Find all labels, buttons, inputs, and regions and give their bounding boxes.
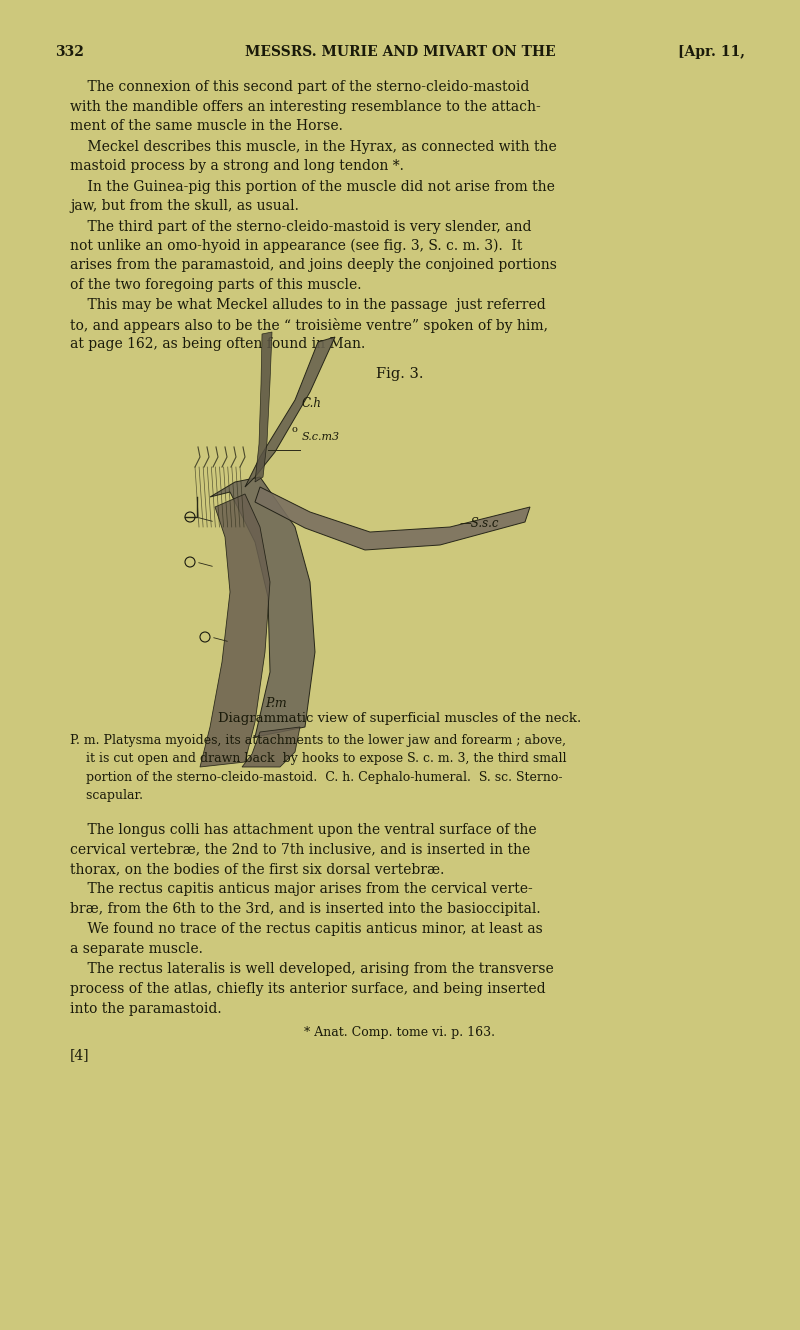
Text: not unlike an omo-hyoid in appearance (see fig. 3, S. c. m. 3).  It: not unlike an omo-hyoid in appearance (s…: [70, 239, 522, 254]
Polygon shape: [255, 487, 530, 551]
Text: [4]: [4]: [70, 1048, 90, 1061]
Text: P.m: P.m: [265, 697, 286, 710]
Polygon shape: [255, 332, 272, 481]
Text: P. m. Platysma myoides, its attachments to the lower jaw and forearm ; above,: P. m. Platysma myoides, its attachments …: [70, 734, 566, 747]
Text: arises from the paramastoid, and joins deeply the conjoined portions: arises from the paramastoid, and joins d…: [70, 258, 557, 273]
Text: Diagrammatic view of superficial muscles of the neck.: Diagrammatic view of superficial muscles…: [218, 712, 582, 725]
Text: Fig. 3.: Fig. 3.: [376, 367, 424, 380]
Text: The longus colli has attachment upon the ventral surface of the: The longus colli has attachment upon the…: [70, 823, 537, 837]
Text: a separate muscle.: a separate muscle.: [70, 942, 203, 956]
Text: of the two foregoing parts of this muscle.: of the two foregoing parts of this muscl…: [70, 278, 362, 293]
Text: The third part of the sterno-cleido-mastoid is very slender, and: The third part of the sterno-cleido-mast…: [70, 219, 531, 234]
Text: [Apr. 11,: [Apr. 11,: [678, 45, 745, 59]
Text: to, and appears also to be the “ troisième ventre” spoken of by him,: to, and appears also to be the “ troisiè…: [70, 318, 548, 332]
Text: process of the atlas, chiefly its anterior surface, and being inserted: process of the atlas, chiefly its anteri…: [70, 982, 546, 996]
Text: o: o: [292, 426, 298, 434]
Text: The connexion of this second part of the sterno-cleido-mastoid: The connexion of this second part of the…: [70, 80, 530, 94]
Text: mastoid process by a strong and long tendon *.: mastoid process by a strong and long ten…: [70, 160, 404, 173]
Text: Meckel describes this muscle, in the Hyrax, as connected with the: Meckel describes this muscle, in the Hyr…: [70, 140, 557, 153]
Text: In the Guinea-pig this portion of the muscle did not arise from the: In the Guinea-pig this portion of the mu…: [70, 180, 555, 193]
Text: ment of the same muscle in the Horse.: ment of the same muscle in the Horse.: [70, 118, 343, 133]
Text: * Anat. Comp. tome vi. p. 163.: * Anat. Comp. tome vi. p. 163.: [305, 1025, 495, 1039]
Text: thorax, on the bodies of the first six dorsal vertebræ.: thorax, on the bodies of the first six d…: [70, 862, 444, 876]
Text: cervical vertebræ, the 2nd to 7th inclusive, and is inserted in the: cervical vertebræ, the 2nd to 7th inclus…: [70, 842, 530, 857]
Text: portion of the sterno-cleido-mastoid.  C. h. Cephalo-humeral.  S. sc. Sterno-: portion of the sterno-cleido-mastoid. C.…: [70, 771, 562, 783]
Text: jaw, but from the skull, as usual.: jaw, but from the skull, as usual.: [70, 200, 299, 213]
Polygon shape: [210, 477, 315, 737]
Text: This may be what Meckel alludes to in the passage  just referred: This may be what Meckel alludes to in th…: [70, 298, 546, 313]
Text: into the paramastoid.: into the paramastoid.: [70, 1001, 222, 1016]
Polygon shape: [245, 336, 335, 487]
Polygon shape: [242, 728, 300, 767]
Text: MESSRS. MURIE AND MIVART ON THE: MESSRS. MURIE AND MIVART ON THE: [245, 45, 555, 59]
Text: The rectus capitis anticus major arises from the cervical verte-: The rectus capitis anticus major arises …: [70, 883, 533, 896]
Text: —S.s.c: —S.s.c: [460, 517, 499, 531]
Text: We found no trace of the rectus capitis anticus minor, at least as: We found no trace of the rectus capitis …: [70, 923, 542, 936]
Text: scapular.: scapular.: [70, 790, 143, 802]
Text: at page 162, as being often found in Man.: at page 162, as being often found in Man…: [70, 338, 366, 351]
Text: it is cut open and drawn back  by hooks to expose S. c. m. 3, the third small: it is cut open and drawn back by hooks t…: [70, 753, 566, 766]
Text: 332: 332: [55, 45, 84, 59]
Text: S.c.m3: S.c.m3: [302, 432, 340, 442]
Text: C.h: C.h: [302, 396, 322, 410]
Text: bræ, from the 6th to the 3rd, and is inserted into the basioccipital.: bræ, from the 6th to the 3rd, and is ins…: [70, 902, 541, 916]
Text: with the mandible offers an interesting resemblance to the attach-: with the mandible offers an interesting …: [70, 100, 541, 113]
Polygon shape: [200, 493, 270, 767]
Text: The rectus lateralis is well developed, arising from the transverse: The rectus lateralis is well developed, …: [70, 963, 554, 976]
